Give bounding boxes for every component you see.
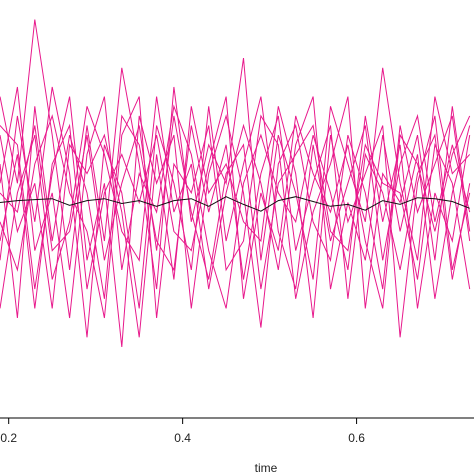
trajectory-line-10 (0, 115, 471, 290)
x-tick-label: 0.4 (174, 431, 191, 445)
x-axis-title: time (255, 461, 278, 474)
x-tick-label: 0.2 (0, 431, 17, 445)
mean-line (0, 196, 470, 212)
trajectory-line-9 (0, 96, 471, 309)
trajectory-line-4 (0, 96, 471, 347)
mean-line-layer (0, 196, 470, 212)
trajectory-line-6 (0, 86, 471, 319)
trajectory-line-1 (0, 19, 471, 290)
x-axis-ticks: 0.2 0.4 0.6 (0, 418, 365, 445)
x-tick-label: 0.6 (348, 431, 365, 445)
trajectory-lines (0, 19, 471, 347)
